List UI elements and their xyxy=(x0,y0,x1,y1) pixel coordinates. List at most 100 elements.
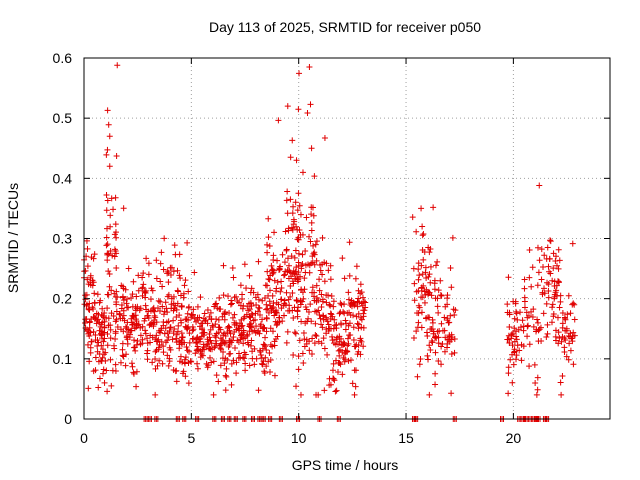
data-point xyxy=(450,306,457,313)
data-point xyxy=(99,305,106,312)
data-point xyxy=(284,268,291,275)
x-tick-label: 0 xyxy=(80,430,88,446)
data-point xyxy=(190,306,197,313)
data-point xyxy=(295,353,302,360)
data-point xyxy=(341,358,348,365)
data-point xyxy=(306,269,313,276)
data-point xyxy=(82,319,89,326)
data-point xyxy=(120,297,127,304)
data-point xyxy=(299,350,306,357)
data-point xyxy=(301,275,308,282)
data-point xyxy=(104,107,111,114)
data-point xyxy=(547,238,554,245)
data-point xyxy=(210,358,217,365)
data-point xyxy=(319,234,326,241)
data-point xyxy=(360,324,367,331)
data-point xyxy=(186,339,193,346)
data-point xyxy=(206,354,213,361)
data-point xyxy=(207,337,214,344)
data-point xyxy=(551,295,558,302)
data-point xyxy=(231,311,238,318)
data-point xyxy=(427,347,434,354)
data-point xyxy=(264,305,271,312)
data-point xyxy=(534,316,541,323)
data-point xyxy=(308,204,315,211)
data-point xyxy=(528,283,535,290)
data-point xyxy=(91,290,98,297)
data-point xyxy=(148,285,155,292)
data-point xyxy=(155,336,162,343)
data-point xyxy=(353,263,360,270)
data-point xyxy=(327,310,334,317)
data-point xyxy=(317,267,324,274)
data-point xyxy=(152,348,159,355)
data-point xyxy=(451,349,458,356)
data-point xyxy=(109,367,116,374)
data-point xyxy=(255,258,262,265)
data-point xyxy=(315,307,322,314)
data-point xyxy=(331,377,338,384)
data-point xyxy=(545,294,552,301)
data-point xyxy=(94,343,101,349)
data-point xyxy=(144,350,151,357)
data-point xyxy=(282,228,289,235)
data-point xyxy=(203,360,210,367)
data-point xyxy=(516,347,523,354)
data-point xyxy=(348,297,355,304)
data-point xyxy=(536,326,543,333)
data-point xyxy=(545,281,552,288)
data-point xyxy=(166,358,173,365)
data-point xyxy=(212,332,219,339)
data-point xyxy=(267,325,274,332)
data-point xyxy=(113,308,120,315)
data-point xyxy=(264,282,271,289)
data-point xyxy=(216,305,223,312)
data-point xyxy=(441,327,448,334)
data-point xyxy=(107,335,114,342)
data-point xyxy=(281,297,288,304)
data-point xyxy=(149,306,156,313)
data-point xyxy=(238,331,245,338)
data-point xyxy=(182,354,189,361)
data-point xyxy=(130,369,137,376)
data-point xyxy=(284,210,291,217)
data-point xyxy=(104,305,111,312)
data-point xyxy=(153,275,160,282)
data-point xyxy=(308,227,315,234)
data-point xyxy=(565,356,572,363)
data-point xyxy=(203,342,210,349)
data-point xyxy=(116,311,123,318)
data-point xyxy=(228,360,235,367)
data-point xyxy=(415,276,422,283)
data-point xyxy=(112,361,119,368)
data-point xyxy=(266,276,273,283)
data-point xyxy=(217,362,224,369)
data-point xyxy=(130,278,137,285)
data-point xyxy=(445,319,452,326)
data-point xyxy=(525,322,532,329)
y-tick-label: 0.6 xyxy=(53,50,73,66)
data-point xyxy=(324,318,331,325)
data-point xyxy=(513,333,520,340)
data-point xyxy=(549,301,556,308)
data-point xyxy=(298,286,305,293)
data-point xyxy=(174,267,181,274)
data-point xyxy=(325,292,332,299)
data-point xyxy=(86,306,93,313)
data-point xyxy=(256,311,263,318)
data-point xyxy=(419,223,426,230)
data-point xyxy=(346,272,353,279)
data-point xyxy=(153,257,160,264)
data-point xyxy=(277,288,284,295)
data-point xyxy=(346,239,353,246)
data-point xyxy=(335,369,342,375)
data-point xyxy=(175,322,182,329)
data-point xyxy=(260,341,267,348)
data-point xyxy=(165,279,172,286)
data-point xyxy=(283,247,290,254)
data-point xyxy=(273,285,280,292)
data-point xyxy=(164,309,171,316)
data-point xyxy=(137,332,144,339)
data-point xyxy=(566,340,573,347)
data-point xyxy=(441,348,448,355)
